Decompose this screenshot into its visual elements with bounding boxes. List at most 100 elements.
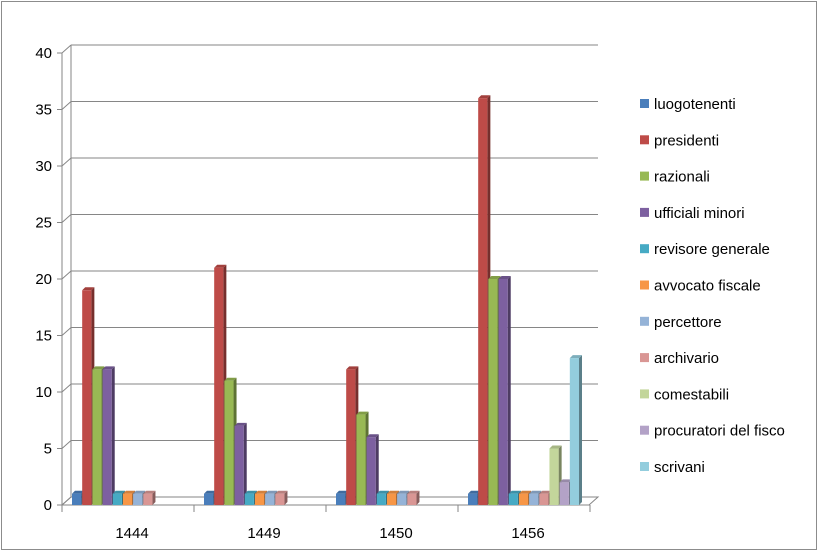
legend-item: comestabili [640,386,729,403]
bar-front [244,493,254,505]
bar-top [102,366,115,370]
bar-side [416,490,420,505]
bar-top [386,490,400,494]
bar-top [244,490,257,494]
bar-front [386,493,397,505]
x-tick-label: 1449 [247,525,280,542]
y-tick-label: 30 [35,158,52,175]
legend-item: razionali [640,169,710,186]
legend-label: avvocato fiscale [654,278,761,295]
bar-side [284,490,288,505]
bar-top [468,490,481,494]
x-tick-label: 1456 [511,525,544,542]
legend-swatch [640,207,649,217]
bar [498,276,511,505]
bar-front [82,290,92,505]
bar-front [407,493,417,505]
gridline-depth [61,101,72,110]
bar-top [366,434,379,438]
bar-front [92,369,102,505]
bar-front [488,279,498,505]
gridline-depth [61,440,72,449]
bar [102,366,115,505]
bars [72,95,582,505]
legend-label: archivario [654,350,719,367]
bar-front [204,493,214,505]
legend-swatch [640,99,649,108]
legend-item: revisore generale [640,241,770,258]
bar-top [122,490,136,494]
legend-item: scrivani [640,459,705,476]
axes [57,45,600,512]
gridlines [61,44,598,506]
legend-swatch [640,425,649,435]
x-tick-label: 1450 [379,525,412,542]
bar-side [152,490,156,505]
legend-item: presidenti [640,132,719,149]
gridline-depth [61,157,72,167]
bar-top [356,411,369,415]
legend-label: comestabili [654,386,729,403]
bar-top [143,490,156,494]
legend-swatch [640,389,649,399]
y-tick-label: 5 [44,441,52,458]
bar-top [529,490,542,494]
bar-front [254,493,265,505]
legend-item: avvocato fiscale [640,278,761,295]
bar-top [508,490,521,494]
bar-top [346,366,359,370]
bar-front [366,437,376,505]
bar-top [224,377,237,381]
bar-side [579,355,582,505]
bar [234,422,247,505]
gridline-depth [61,214,72,223]
bar-top [92,366,105,370]
bar-top [569,355,582,359]
bar-top [336,490,349,494]
bar [366,434,379,505]
legend: luogotenenti presidenti razionali ufficiali… [640,96,785,476]
bar-front [518,493,529,505]
bar-front [356,414,366,505]
bar-top [549,445,562,449]
legend-label: razionali [654,169,710,186]
bar-front [397,493,407,505]
bar-front [133,493,143,505]
y-tick-label: 20 [35,271,52,288]
bar-front [478,98,488,505]
bar-front [376,493,386,505]
legend-swatch [640,244,649,254]
bar-front [122,493,133,505]
bar-top [376,490,389,494]
bar-top [254,490,268,494]
bar-top [112,490,125,494]
bar-top [539,490,552,494]
bar-top [397,490,410,494]
bar-front [569,358,579,505]
bar-top [214,264,227,268]
bar-front [529,493,539,505]
bar [275,490,288,505]
bar-front [112,493,122,505]
bar [407,490,420,505]
bar-top [498,276,511,279]
gridline-depth [61,44,72,54]
bar-top [488,276,501,279]
gridline-depth [61,383,72,393]
gridline-depth [61,270,72,280]
legend-swatch [640,353,649,363]
bar-front [72,493,82,505]
bar-front [234,425,244,505]
bar-front [265,493,275,505]
bar-front [346,369,356,505]
bar-side [375,434,379,505]
y-tick-label: 40 [35,45,52,62]
y-tick-label: 0 [44,497,52,514]
bar-top [275,490,288,494]
bar-front [336,493,346,505]
legend-label: scrivani [654,459,705,476]
bar [569,355,582,505]
bar-top [265,490,278,494]
legend-swatch [640,462,649,471]
